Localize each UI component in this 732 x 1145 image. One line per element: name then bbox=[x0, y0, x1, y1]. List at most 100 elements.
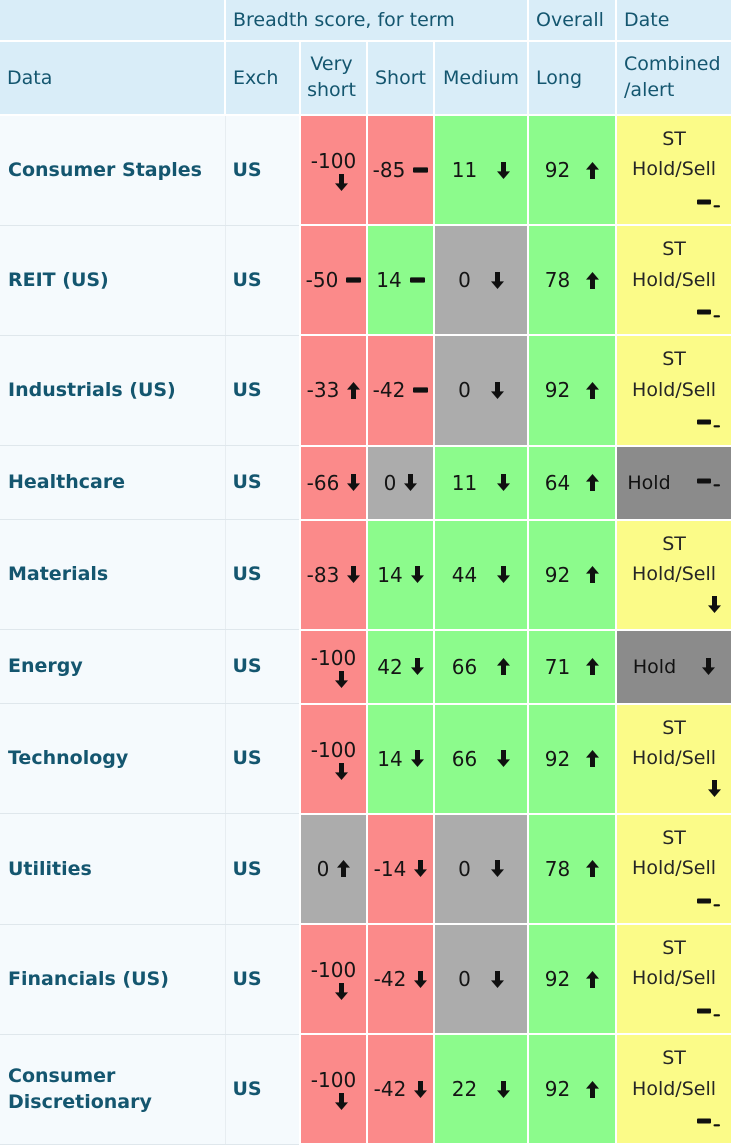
down-arrow-icon bbox=[497, 161, 511, 179]
down-arrow-icon bbox=[414, 1080, 428, 1098]
combined-alert-text: ST bbox=[662, 826, 686, 849]
column-header-very-short: Very short bbox=[300, 41, 368, 116]
down-arrow-icon bbox=[335, 174, 348, 192]
score-cell: -100 bbox=[300, 629, 368, 705]
score-cell: -83 bbox=[300, 519, 368, 631]
combined-alert-cell: ST Hold/Sell bbox=[616, 1034, 732, 1145]
score-cell: -66 bbox=[300, 445, 368, 521]
score-cell: 92 bbox=[528, 115, 618, 227]
exchange-cell: US bbox=[225, 445, 301, 521]
combined-alert-text: Hold/Sell bbox=[632, 747, 717, 770]
score-cell: 0 bbox=[367, 445, 435, 521]
exchange-cell: US bbox=[225, 703, 301, 815]
score-cell: 66 bbox=[434, 629, 530, 705]
score-value: 71 bbox=[544, 654, 571, 679]
combined-alert-text: Hold bbox=[627, 471, 671, 494]
score-value: -42 bbox=[373, 967, 407, 992]
down-arrow-icon bbox=[708, 780, 722, 798]
down-arrow-icon bbox=[490, 970, 504, 988]
combined-alert-cell: ST Hold/Sell bbox=[616, 225, 732, 337]
down-arrow-icon bbox=[490, 860, 504, 878]
exchange-cell: US bbox=[225, 519, 301, 631]
flat-dash-minus-icon bbox=[697, 198, 721, 209]
score-cell: 11 bbox=[434, 445, 530, 521]
score-value: -33 bbox=[306, 378, 340, 403]
table-row: Financials (US) US -100 -42 0 92 ST Hold/Sell bbox=[0, 924, 732, 1036]
down-arrow-icon bbox=[490, 271, 504, 289]
exchange-cell: US bbox=[225, 629, 301, 705]
exchange-cell: US bbox=[225, 813, 301, 925]
sector-name: REIT (US) bbox=[0, 225, 226, 336]
exchange-cell: US bbox=[225, 924, 301, 1035]
score-cell: -50 bbox=[300, 225, 368, 337]
flat-dash-minus-icon bbox=[697, 308, 721, 319]
header-overall: Overall bbox=[528, 0, 618, 42]
column-header-combined-alert: Combined /alert bbox=[616, 41, 732, 116]
column-header-medium: Medium bbox=[434, 41, 530, 116]
header-group-row: Breadth score, for term Overall Date bbox=[0, 0, 732, 42]
score-cell: -42 bbox=[367, 924, 435, 1036]
down-arrow-icon bbox=[414, 860, 428, 878]
score-value: 92 bbox=[544, 562, 571, 587]
score-value: 0 bbox=[458, 268, 471, 293]
combined-alert-text: ST bbox=[662, 532, 686, 555]
score-cell: 92 bbox=[528, 335, 618, 447]
table-row: Materials US -83 14 44 92 ST Hold/Sell bbox=[0, 519, 732, 631]
score-value: 0 bbox=[458, 967, 471, 992]
down-arrow-icon bbox=[497, 566, 511, 584]
combined-alert-cell: ST Hold/Sell bbox=[616, 813, 732, 926]
combined-alert-text: ST bbox=[662, 128, 686, 150]
down-arrow-icon bbox=[347, 566, 361, 584]
exchange-cell: US bbox=[225, 1034, 301, 1145]
flat-dash-icon bbox=[346, 277, 362, 283]
down-arrow-icon bbox=[410, 658, 424, 676]
table-row: Industrials (US) US -33 -42 0 92 ST Hold/Sell bbox=[0, 335, 732, 447]
combined-alert-text: Hold/Sell bbox=[632, 562, 717, 585]
score-value: 0 bbox=[458, 856, 471, 881]
column-header-short: Short bbox=[367, 41, 435, 116]
score-cell: 44 bbox=[434, 519, 530, 631]
score-cell: -100 bbox=[300, 703, 368, 815]
score-cell: 92 bbox=[528, 703, 618, 815]
score-value: 42 bbox=[377, 654, 403, 679]
up-arrow-icon bbox=[586, 381, 600, 399]
flat-dash-icon bbox=[409, 277, 425, 283]
table-row: Utilities US 0 -14 0 78 ST Hold/Sell bbox=[0, 813, 732, 926]
combined-alert-text: ST bbox=[662, 238, 686, 261]
score-value: -50 bbox=[305, 268, 339, 293]
flat-dash-minus-icon bbox=[697, 897, 721, 908]
table-row: Consumer Discretionary US -100 -42 22 92 ST Hol… bbox=[0, 1034, 732, 1145]
down-arrow-icon bbox=[347, 474, 361, 492]
up-arrow-icon bbox=[337, 860, 351, 878]
score-value: -85 bbox=[372, 158, 406, 183]
sector-name: Consumer Staples bbox=[0, 115, 226, 226]
table-header: Breadth score, for term Overall Date Dat… bbox=[0, 0, 732, 116]
down-arrow-icon bbox=[335, 670, 348, 688]
table-row: Consumer Staples US -100 -85 11 92 ST Hold/Sell bbox=[0, 115, 732, 227]
combined-alert-text: Hold/Sell bbox=[632, 1077, 717, 1100]
score-value: 14 bbox=[377, 562, 403, 587]
up-arrow-icon bbox=[347, 381, 361, 399]
up-arrow-icon bbox=[586, 1080, 600, 1098]
score-cell: 66 bbox=[434, 703, 530, 815]
combined-alert-text: ST bbox=[662, 937, 686, 960]
table-row: Technology US -100 14 66 92 ST Hold/Sell bbox=[0, 703, 732, 815]
score-cell: 0 bbox=[434, 335, 530, 447]
score-value: -100 bbox=[310, 737, 357, 762]
combined-alert-cell: ST Hold/Sell bbox=[616, 703, 732, 815]
up-arrow-icon bbox=[586, 860, 600, 878]
score-value: 92 bbox=[544, 967, 571, 992]
score-cell: 14 bbox=[367, 519, 435, 631]
exchange-cell: US bbox=[225, 335, 301, 447]
combined-alert-text: ST bbox=[662, 348, 686, 371]
combined-alert-text: Hold/Sell bbox=[632, 158, 717, 181]
combined-alert-text: ST bbox=[662, 1047, 686, 1070]
sector-name: Energy bbox=[0, 629, 226, 705]
up-arrow-icon bbox=[586, 970, 600, 988]
combined-alert-text: Hold/Sell bbox=[632, 967, 717, 990]
score-value: -14 bbox=[373, 856, 407, 881]
flat-dash-minus-icon bbox=[697, 418, 721, 429]
score-value: 11 bbox=[451, 158, 478, 183]
flat-dash-minus-icon bbox=[697, 1007, 721, 1018]
up-arrow-icon bbox=[586, 271, 600, 289]
